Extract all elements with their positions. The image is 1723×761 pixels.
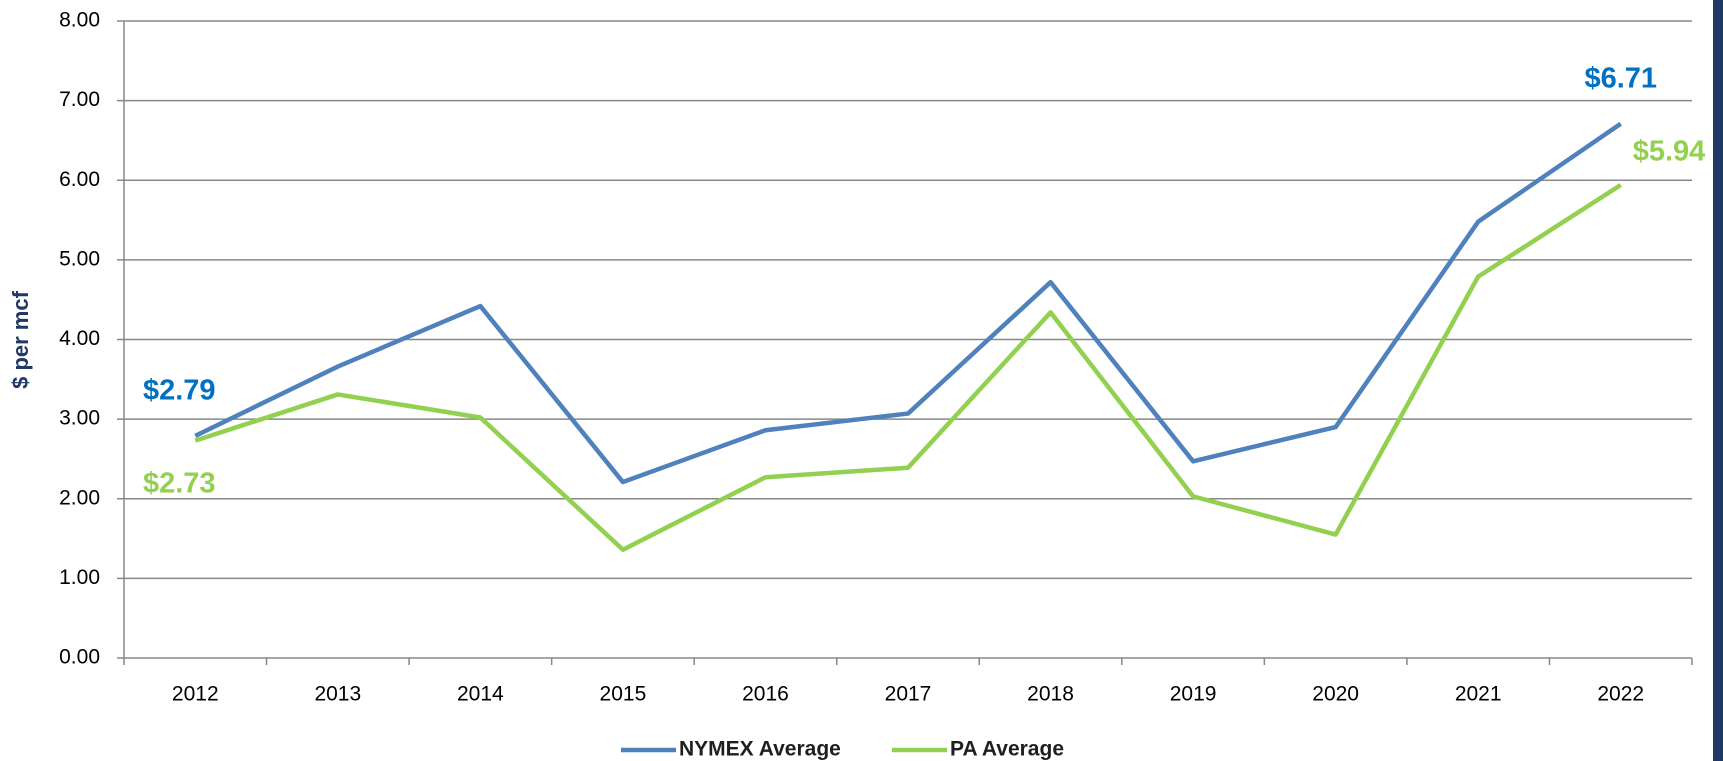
- y-tick-label: 8.00: [59, 9, 100, 32]
- x-tick-label: 2022: [1597, 683, 1644, 706]
- x-tick-label: 2016: [742, 683, 789, 706]
- x-tick-label: 2014: [457, 683, 504, 706]
- side-band: [1713, 0, 1723, 761]
- data-label: $2.79: [143, 375, 216, 407]
- series-line: [194, 183, 1622, 552]
- y-tick-label: 1.00: [59, 566, 100, 589]
- data-label: $5.94: [1633, 136, 1706, 168]
- data-label: $2.73: [143, 467, 216, 499]
- x-tick-label: 2012: [172, 683, 219, 706]
- y-tick-label: 7.00: [59, 88, 100, 111]
- x-tick-label: 2018: [1027, 683, 1074, 706]
- y-tick-label: 6.00: [59, 168, 100, 191]
- x-tick-label: 2013: [314, 683, 361, 706]
- x-tick-label: 2019: [1170, 683, 1217, 706]
- y-tick-label: 0.00: [59, 646, 100, 669]
- y-tick-label: 2.00: [59, 486, 100, 509]
- data-label: $6.71: [1584, 62, 1657, 94]
- y-axis-title: $ per mcf: [8, 290, 33, 388]
- y-tick-label: 4.00: [59, 327, 100, 350]
- y-tick-label: 5.00: [59, 247, 100, 270]
- x-tick-label: 2017: [885, 683, 932, 706]
- y-tick-label: 3.00: [59, 407, 100, 430]
- series-line: [194, 121, 1623, 485]
- x-tick-label: 2020: [1312, 683, 1359, 706]
- legend-label: PA Average: [950, 738, 1064, 761]
- x-tick-label: 2021: [1455, 683, 1502, 706]
- x-tick-label: 2015: [600, 683, 647, 706]
- legend-label: NYMEX Average: [679, 738, 841, 761]
